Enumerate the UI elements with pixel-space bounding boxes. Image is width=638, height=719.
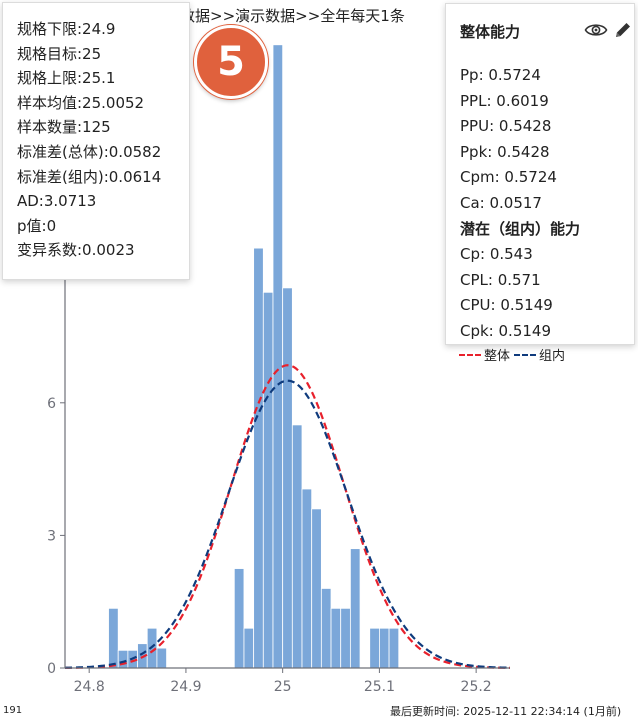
histogram-bar <box>282 287 293 669</box>
within-normal-curve <box>64 379 511 669</box>
eye-icon[interactable] <box>584 20 608 44</box>
capability-panel: 整体能力 Pp: 0.5724 PPL: 0.6019 PPU: 0.5428 … <box>445 3 635 345</box>
x-tick-label: 24.8 <box>74 679 105 695</box>
pencil-icon[interactable] <box>613 20 633 44</box>
cap-cpm: Cpm: 0.5724 <box>460 168 557 187</box>
stat-usl: 规格上限:25.1 <box>17 69 116 88</box>
cap-pp: Pp: 0.5724 <box>460 66 541 84</box>
histogram-bar <box>117 649 129 669</box>
histogram-bar <box>253 247 264 669</box>
histogram-bar <box>291 424 303 669</box>
stat-ad: AD:3.0713 <box>17 192 97 211</box>
stat-count: 样本数量:125 <box>17 118 111 137</box>
histogram-bar <box>340 607 351 669</box>
x-tick-label: 24.9 <box>170 679 201 695</box>
capability-header: 整体能力 <box>460 4 634 56</box>
stat-cv: 变异系数:0.0023 <box>17 241 135 260</box>
curve-layer <box>64 364 511 669</box>
stat-p-value: p值:0 <box>17 216 57 235</box>
stat-mean: 样本均值:25.0052 <box>17 93 145 112</box>
stat-std-overall: 标准差(总体):0.0582 <box>17 142 162 161</box>
histogram-bar <box>379 627 390 669</box>
legend-overall-label: 整体 <box>484 349 511 364</box>
cap-ppu: PPU: 0.5428 <box>460 117 552 136</box>
breadcrumb: 试数据>>演示数据>>全年每天1条 <box>165 7 405 25</box>
step-badge: 5 <box>194 25 268 99</box>
page-number: 191 <box>3 705 23 716</box>
overall-normal-curve <box>64 364 511 669</box>
histogram-bar <box>243 627 255 669</box>
x-tick-label: 25.2 <box>461 679 492 695</box>
stat-target: 规格目标:25 <box>17 44 102 63</box>
potential-capability-title: 潜在（组内）能力 <box>460 219 581 238</box>
stat-std-within: 标准差(组内):0.0614 <box>17 167 162 186</box>
capability-title: 整体能力 <box>460 23 521 41</box>
capability-list: Pp: 0.5724 PPL: 0.6019 PPU: 0.5428 Ppk: … <box>460 63 634 345</box>
legend-overall-swatch <box>459 353 481 356</box>
y-tick-label: 0 <box>47 661 56 677</box>
histogram-bar <box>262 291 274 669</box>
histogram-bar <box>320 588 332 669</box>
cap-cpl: CPL: 0.571 <box>460 270 541 289</box>
y-tick-label: 3 <box>47 528 56 544</box>
stat-lsl: 规格下限:24.9 <box>17 20 116 38</box>
cap-cpu: CPU: 0.5149 <box>460 296 553 315</box>
legend-within-swatch <box>514 353 537 356</box>
histogram-bar <box>301 488 313 669</box>
histogram-bar <box>108 607 119 669</box>
histogram-bar <box>369 627 380 669</box>
histogram-bar <box>272 44 284 669</box>
y-tick-label: 6 <box>47 396 56 412</box>
x-tick-label: 25 <box>274 679 292 695</box>
histogram-bar <box>330 607 342 669</box>
cap-ppl: PPL: 0.6019 <box>460 91 549 110</box>
histogram-bar <box>349 548 361 669</box>
legend-within[interactable]: 组内 <box>514 345 565 364</box>
cap-ppk: Ppk: 0.5428 <box>460 142 550 161</box>
legend-within-label: 组内 <box>539 349 566 364</box>
chart-legend: 整体 组内 <box>459 345 565 364</box>
histogram-bar <box>156 647 167 669</box>
cap-ca: Ca: 0.0517 <box>460 193 542 212</box>
cap-cp: Cp: 0.543 <box>460 245 533 264</box>
cap-cpk: Cpk: 0.5149 <box>460 321 551 340</box>
last-updated: 最后更新时间: 2025-12-11 22:34:14 (1月前) <box>390 705 622 718</box>
histogram-bar <box>388 627 400 669</box>
histogram-bar <box>311 508 322 669</box>
legend-overall[interactable]: 整体 <box>459 345 510 364</box>
stats-tooltip: 规格下限:24.9 规格目标:25 规格上限:25.1 样本均值:25.0052… <box>2 2 190 280</box>
histogram-bar <box>233 568 245 669</box>
x-tick-label: 25.1 <box>364 679 395 695</box>
